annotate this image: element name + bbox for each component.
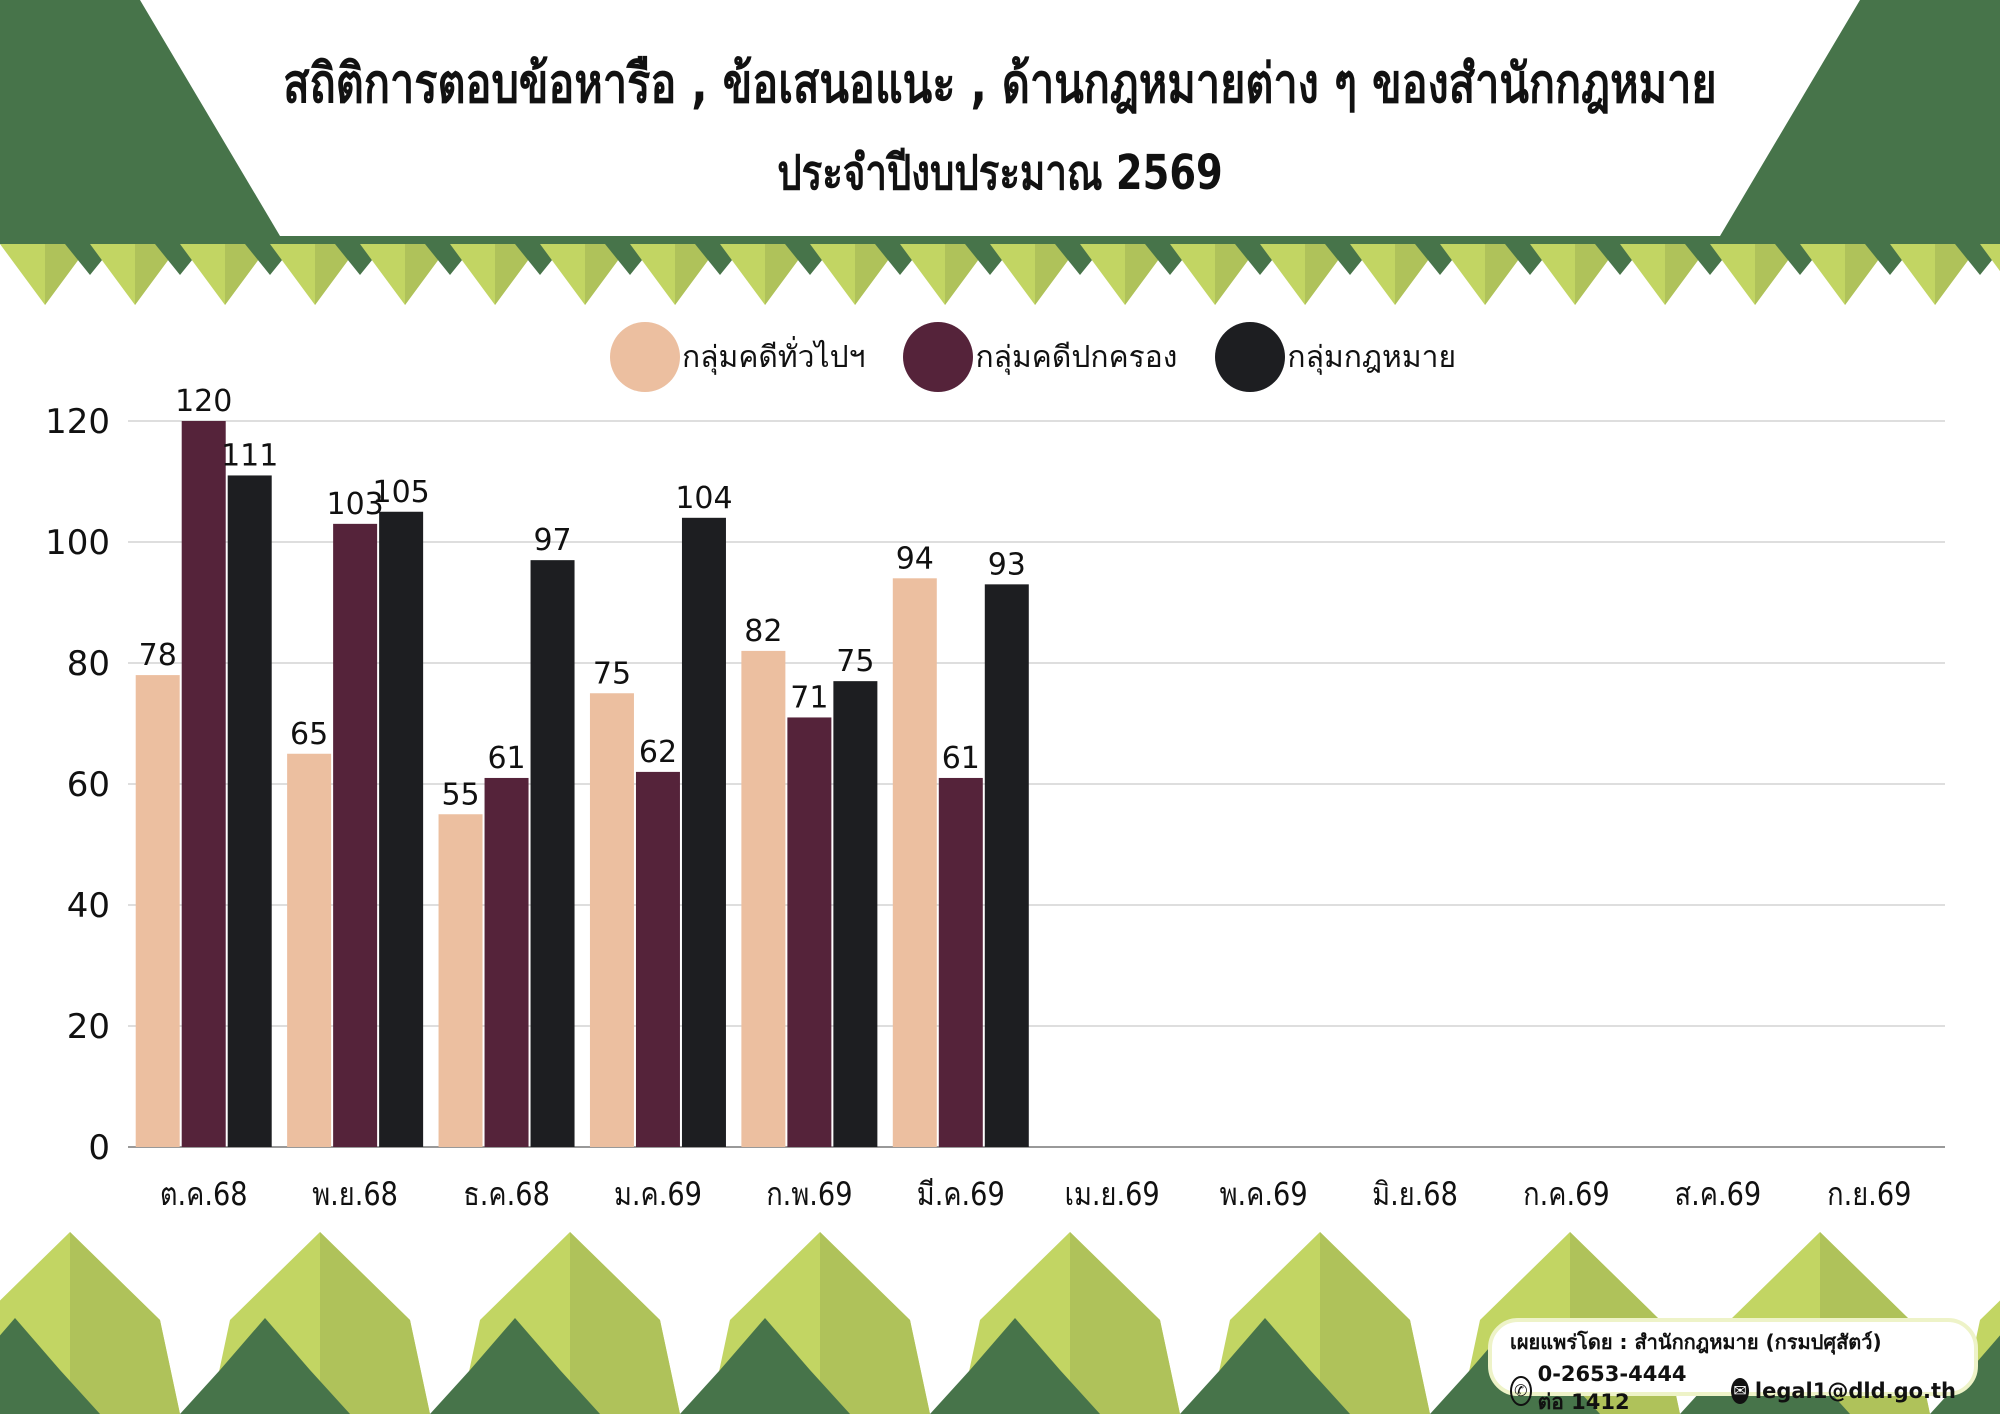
data-label: 120 <box>175 384 232 419</box>
leaf-bottom-dark <box>680 1318 850 1414</box>
email-address: legal1@dld.go.th <box>1754 1378 1957 1403</box>
x-tick-label: พ.ค.69 <box>1220 1176 1308 1214</box>
data-label: 103 <box>326 487 383 522</box>
bar <box>681 517 726 1147</box>
x-tick-label: ต.ค.68 <box>160 1176 248 1214</box>
data-label: 65 <box>290 717 328 752</box>
bar <box>287 753 332 1147</box>
bar <box>181 421 226 1147</box>
leaf-bottom-dark <box>1930 1335 2000 1414</box>
y-tick-label: 80 <box>67 644 110 684</box>
leaf-bottom-shade <box>820 1232 930 1414</box>
data-label: 61 <box>942 741 980 776</box>
bar <box>741 650 786 1147</box>
data-label: 78 <box>139 638 177 673</box>
bar <box>438 814 483 1147</box>
leaf-bottom-dark <box>180 1318 350 1414</box>
data-label: 111 <box>221 438 278 473</box>
bar <box>530 560 575 1147</box>
x-tick-label: ก.ค.69 <box>1523 1176 1610 1214</box>
data-label: 97 <box>533 523 571 558</box>
header-divider <box>0 236 2000 244</box>
y-tick-label: 120 <box>45 402 110 442</box>
data-label: 82 <box>744 614 782 649</box>
data-label: 93 <box>988 547 1026 582</box>
leaf-bottom-dark <box>1180 1318 1350 1414</box>
bar <box>833 681 878 1147</box>
x-tick-label: ก.พ.69 <box>766 1176 852 1214</box>
legend-swatch <box>1215 322 1286 392</box>
phone-number: 0-2653-4444 ต่อ 1412 <box>1537 1362 1687 1414</box>
bar <box>938 777 983 1147</box>
data-label: 94 <box>896 541 934 576</box>
legend-item-general: กลุ่มคดีทั่วไปฯ <box>610 322 865 392</box>
data-label: 75 <box>836 644 874 679</box>
bar <box>892 578 937 1147</box>
bar <box>787 717 832 1147</box>
legend-item-law: กลุ่มกฎหมาย <box>1215 322 1456 392</box>
x-tick-label: มิ.ย.68 <box>1372 1176 1458 1214</box>
data-label: 61 <box>487 741 525 776</box>
y-tick-label: 40 <box>67 886 110 926</box>
data-label: 104 <box>675 481 732 516</box>
legend-label: กลุ่มคดีปกครอง <box>975 339 1178 375</box>
contact-footer: เผยแพร่โดย : สำนักกฎหมาย (กรมปศุสัตว์) ✆… <box>1488 1318 1978 1414</box>
chart-subtitle: ประจำปีงบประมาณ 2569 <box>777 145 1223 201</box>
chart-title: สถิติการตอบข้อหารือ , ข้อเสนอแนะ , ด้านก… <box>283 52 1717 115</box>
corner-triangle-right <box>1720 0 2000 236</box>
corner-triangle-left <box>0 0 280 236</box>
leaf-bottom-shade <box>70 1232 180 1414</box>
x-tick-label: เม.ย.69 <box>1065 1176 1160 1214</box>
leaf-bottom-dark <box>0 1318 100 1414</box>
x-tick-label: มี.ค.69 <box>917 1176 1005 1214</box>
leaf-top <box>1980 244 2000 272</box>
legend-label: กลุ่มคดีทั่วไปฯ <box>682 339 866 375</box>
y-tick-label: 0 <box>88 1128 110 1168</box>
leaf-bottom-shade <box>320 1232 430 1414</box>
x-tick-label: ม.ค.69 <box>614 1176 702 1214</box>
legend-label: กลุ่มกฎหมาย <box>1287 339 1457 375</box>
legend-swatch <box>610 322 680 392</box>
data-label: 75 <box>593 656 631 691</box>
x-tick-label: ส.ค.69 <box>1675 1176 1762 1214</box>
x-tick-label: ก.ย.69 <box>1827 1176 1911 1214</box>
data-label: 71 <box>790 680 828 715</box>
mail-icon: ✉ <box>1731 1377 1749 1404</box>
data-label: 55 <box>441 777 479 812</box>
bar <box>135 675 180 1147</box>
y-tick-label: 100 <box>45 523 110 563</box>
data-label: 62 <box>639 735 677 770</box>
leaf-bottom-dark <box>430 1318 600 1414</box>
x-tick-label: ธ.ค.68 <box>463 1176 550 1214</box>
leaf-bottom-shade <box>1320 1232 1430 1414</box>
data-label: 105 <box>372 475 429 510</box>
y-tick-label: 20 <box>67 1007 110 1047</box>
bar <box>635 771 680 1147</box>
x-tick-label: พ.ย.68 <box>312 1176 398 1214</box>
bar <box>589 693 634 1147</box>
leaf-bottom-shade <box>570 1232 680 1414</box>
legend: กลุ่มคดีทั่วไปฯ กลุ่มคดีปกครอง กลุ่มกฎหม… <box>610 322 1494 392</box>
bar <box>484 777 529 1147</box>
bar <box>984 584 1029 1147</box>
bar <box>333 523 378 1147</box>
bar <box>227 475 272 1147</box>
leaf-bottom-dark <box>930 1318 1100 1414</box>
y-tick-label: 60 <box>67 765 110 805</box>
legend-item-admin: กลุ่มคดีปกครอง <box>903 322 1177 392</box>
legend-swatch <box>903 322 974 392</box>
leaf-bottom-shade <box>1070 1232 1180 1414</box>
phone-icon: ✆ <box>1510 1375 1532 1406</box>
publisher-text: เผยแพร่โดย : สำนักกฎหมาย (กรมปศุสัตว์) <box>1510 1330 1882 1354</box>
bar <box>379 511 424 1147</box>
